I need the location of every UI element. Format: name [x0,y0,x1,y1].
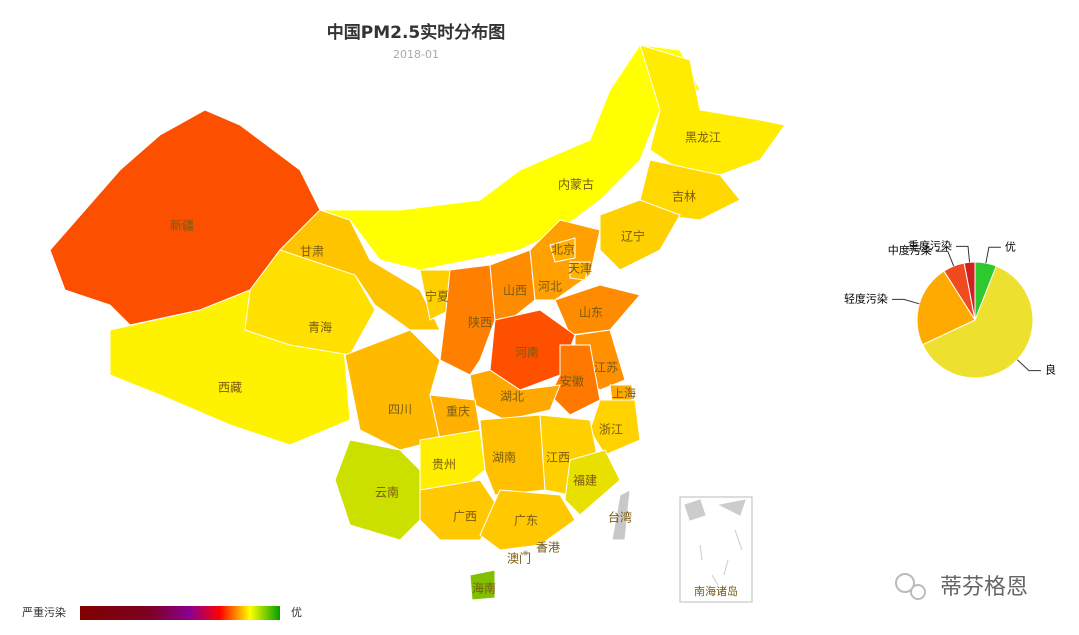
province [564,449,621,516]
province [569,261,591,281]
south-sea-label: 南海诸岛 [694,584,738,598]
province [489,249,536,321]
province-label: 新疆 [170,218,194,233]
province-label: 云南 [375,485,399,500]
subtitle: 2018-01 [393,48,439,61]
province-label: 海南 [472,581,496,596]
legend-gradient [80,606,280,620]
pie-label: 重度污染 [908,238,952,252]
province-label: 湖南 [492,450,516,465]
province-label: 青海 [308,320,332,335]
province [549,237,576,263]
province-label: 甘肃 [300,245,324,259]
legend-high: 严重污染 [22,605,66,619]
province-label: 内蒙古 [558,177,594,192]
province-label: 贵州 [432,458,456,472]
province-label: 山西 [503,284,527,298]
province-label: 安徽 [560,374,584,389]
leader-line [935,250,955,267]
province-label: 北京 [551,243,575,257]
province-label: 香港 [536,541,560,555]
province [522,549,529,557]
province [599,199,681,271]
pie-label: 优 [1005,240,1016,253]
province-label: 西藏 [218,381,242,395]
leader-line [985,246,1001,264]
province-label: 吉林 [672,190,696,204]
province-label: 湖北 [500,389,524,404]
province-label: 浙江 [599,423,623,437]
province-label: 辽宁 [621,229,645,244]
province-label: 重庆 [446,405,470,419]
province-label: 台湾 [608,510,632,525]
province [589,399,641,456]
province-label: 四川 [388,403,412,417]
province-label: 广西 [453,510,477,524]
province-label: 河北 [538,280,562,294]
province-label: 天津 [568,262,592,276]
province-label: 河南 [515,345,539,360]
pie-label: 轻度污染 [844,291,888,305]
province [549,344,601,416]
province-label: 广东 [514,514,538,528]
province-label: 江西 [546,451,570,465]
province-label: 宁夏 [425,289,449,304]
watermark: 蒂芬格恩 [895,573,1028,600]
province [639,44,786,176]
province-label: 澳门 [507,551,531,566]
province-label: 黑龙江 [685,131,721,145]
south-sea-islands [684,499,746,586]
province-label: 陕西 [468,315,492,330]
leader-line [1016,359,1041,372]
province [469,569,496,601]
leader-line [956,245,971,263]
province [469,369,561,421]
title: 中国PM2.5实时分布图 [327,22,506,43]
watermark-text: 蒂芬格恩 [940,575,1028,600]
province [419,479,501,541]
pie-slice [916,270,976,346]
leader-line [891,298,920,305]
province-label: 上海 [612,386,636,401]
pie-label: 良 [1045,363,1056,377]
pie-label: 中度污染 [888,243,932,257]
legend-low: 优 [291,606,302,619]
province [611,489,631,541]
province-label: 福建 [573,473,597,488]
province [344,329,441,451]
province [537,542,546,551]
province [334,439,421,541]
province-label: 山东 [579,306,603,320]
province-label: 江苏 [594,361,618,375]
